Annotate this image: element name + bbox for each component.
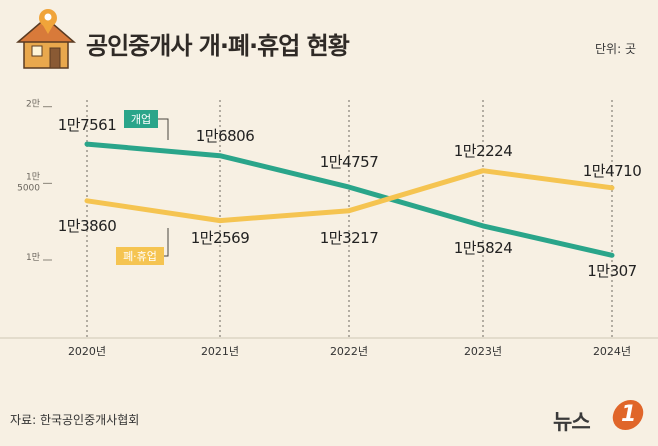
x-tick-label: 2020년	[68, 345, 106, 358]
data-label: 1만5824	[454, 239, 513, 257]
data-label: 1만6806	[196, 127, 255, 145]
brand-text: 뉴스	[553, 410, 591, 434]
legend-tag-label: 개업	[131, 113, 151, 126]
data-label: 1만3860	[58, 217, 117, 235]
unit-label: 단위: 곳	[595, 42, 636, 56]
series-line-closed	[84, 168, 615, 224]
legend-tag-bg	[124, 110, 158, 128]
y-tick-label: 1만 5000	[17, 171, 40, 193]
brand-badge-number: 1	[621, 402, 637, 427]
series-line-open	[84, 141, 615, 258]
x-tick-label: 2024년	[593, 345, 631, 358]
x-tick-label: 2022년	[330, 345, 368, 358]
chart-title: 공인중개사 개·폐·휴업 현황	[86, 32, 350, 60]
y-tick-label: 1만	[26, 252, 40, 263]
x-tick-label: 2023년	[464, 345, 502, 358]
news1-logo: 뉴스 1	[553, 398, 648, 438]
data-label: 1만3217	[320, 229, 379, 247]
legend-tag-label: 폐·휴업	[123, 250, 157, 263]
house-icon	[15, 9, 77, 69]
data-label: 1만4710	[583, 162, 642, 180]
data-label: 1만2224	[454, 142, 513, 160]
data-label: 1만4757	[320, 153, 379, 171]
y-tick-label: 2만	[26, 99, 40, 110]
source-note: 자료: 한국공인중개사협회	[10, 413, 140, 427]
legend-tag-bg	[116, 247, 164, 265]
x-tick-label: 2021년	[201, 345, 239, 358]
legend-leader-line	[158, 118, 169, 140]
data-label: 1만2569	[191, 229, 250, 247]
data-label: 1만7561	[58, 116, 117, 134]
data-label: 1만307	[587, 262, 636, 280]
legend-leader-line	[164, 228, 169, 257]
